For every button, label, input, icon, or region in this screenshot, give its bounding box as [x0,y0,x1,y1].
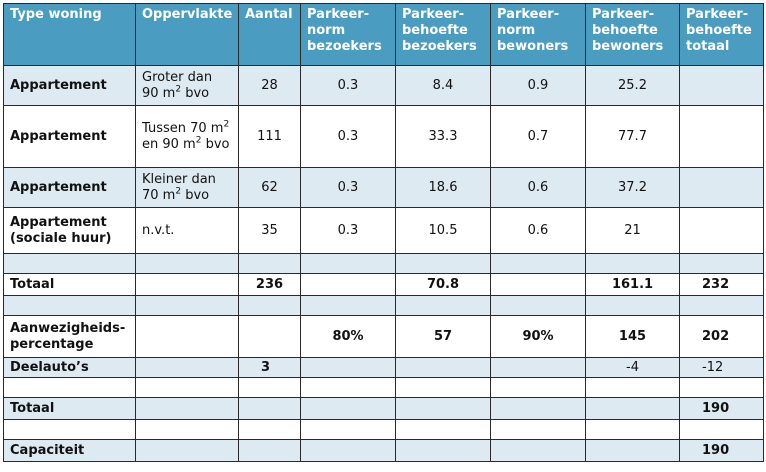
capacity-need-total: 190 [679,439,764,462]
presence-need-total: 202 [679,315,764,358]
norm-residents-cell: 0.9 [490,65,586,106]
need-total-cell [679,167,764,208]
need-residents-cell: 77.7 [585,105,680,168]
area-cell: Groter dan 90 m2 bvo [135,65,239,106]
parking-table: Type woning Oppervlakte Aantal Parkeer-n… [3,3,764,462]
presence-need-residents: 145 [585,315,680,358]
need-total-cell [679,105,764,168]
count-cell: 35 [238,207,301,254]
area-cell: Tussen 70 m2 en 90 m2 bvo [135,105,239,168]
total2-need-total: 190 [679,397,764,420]
shared-cars-need-residents: -4 [585,357,680,378]
type-cell: Appartement [3,167,136,208]
need-total-cell [679,207,764,254]
capacity-label: Capaciteit [3,439,136,462]
need-visitors-cell: 8.4 [395,65,491,106]
spacer-row [3,419,764,440]
header-area: Oppervlakte [135,3,239,66]
total-count: 236 [238,273,301,296]
total2-row: Totaal 190 [3,397,764,420]
spacer-row [3,253,764,274]
spacer-row [3,377,764,398]
need-visitors-cell: 10.5 [395,207,491,254]
total-row: Totaal 236 70.8 161.1 232 [3,273,764,296]
header-need-total: Parkeer-behoefte totaal [679,3,764,66]
type-cell: Appartement (sociale huur) [3,207,136,254]
norm-visitors-cell: 0.3 [300,167,396,208]
shared-cars-count: 3 [238,357,301,378]
need-residents-cell: 37.2 [585,167,680,208]
header-need-residents: Parkeer-behoefte bewoners [585,3,680,66]
area-cell: Kleiner dan 70 m2 bvo [135,167,239,208]
area-cell: n.v.t. [135,207,239,254]
norm-visitors-cell: 0.3 [300,105,396,168]
presence-label: Aanwezigheids-percentage [3,315,136,358]
table-row: Appartement Groter dan 90 m2 bvo 28 0.3 … [3,65,764,106]
total-need-total: 232 [679,273,764,296]
header-need-visitors: Parkeer-behoefte bezoekers [395,3,491,66]
total-need-residents: 161.1 [585,273,680,296]
type-cell: Appartement [3,65,136,106]
header-norm-visitors: Parkeer-norm bezoekers [300,3,396,66]
need-residents-cell: 21 [585,207,680,254]
shared-cars-need-total: -12 [679,357,764,378]
header-norm-residents: Parkeer-norm bewoners [490,3,586,66]
table-row: Appartement (sociale huur) n.v.t. 35 0.3… [3,207,764,254]
presence-norm-visitors: 80% [300,315,396,358]
norm-visitors-cell: 0.3 [300,65,396,106]
presence-need-visitors: 57 [395,315,491,358]
spacer-row [3,295,764,316]
count-cell: 62 [238,167,301,208]
total-label: Totaal [3,273,136,296]
count-cell: 111 [238,105,301,168]
norm-residents-cell: 0.6 [490,167,586,208]
need-visitors-cell: 33.3 [395,105,491,168]
type-cell: Appartement [3,105,136,168]
presence-row: Aanwezigheids-percentage 80% 57 90% 145 … [3,315,764,358]
need-total-cell [679,65,764,106]
shared-cars-label: Deelauto’s [3,357,136,378]
norm-visitors-cell: 0.3 [300,207,396,254]
header-type: Type woning [3,3,136,66]
header-row: Type woning Oppervlakte Aantal Parkeer-n… [3,3,764,66]
need-residents-cell: 25.2 [585,65,680,106]
need-visitors-cell: 18.6 [395,167,491,208]
table-row: Appartement Tussen 70 m2 en 90 m2 bvo 11… [3,105,764,168]
presence-norm-residents: 90% [490,315,586,358]
header-count: Aantal [238,3,301,66]
shared-cars-row: Deelauto’s 3 -4 -12 [3,357,764,378]
total-need-visitors: 70.8 [395,273,491,296]
capacity-row: Capaciteit 190 [3,439,764,462]
norm-residents-cell: 0.7 [490,105,586,168]
table-row: Appartement Kleiner dan 70 m2 bvo 62 0.3… [3,167,764,208]
norm-residents-cell: 0.6 [490,207,586,254]
total2-label: Totaal [3,397,136,420]
count-cell: 28 [238,65,301,106]
